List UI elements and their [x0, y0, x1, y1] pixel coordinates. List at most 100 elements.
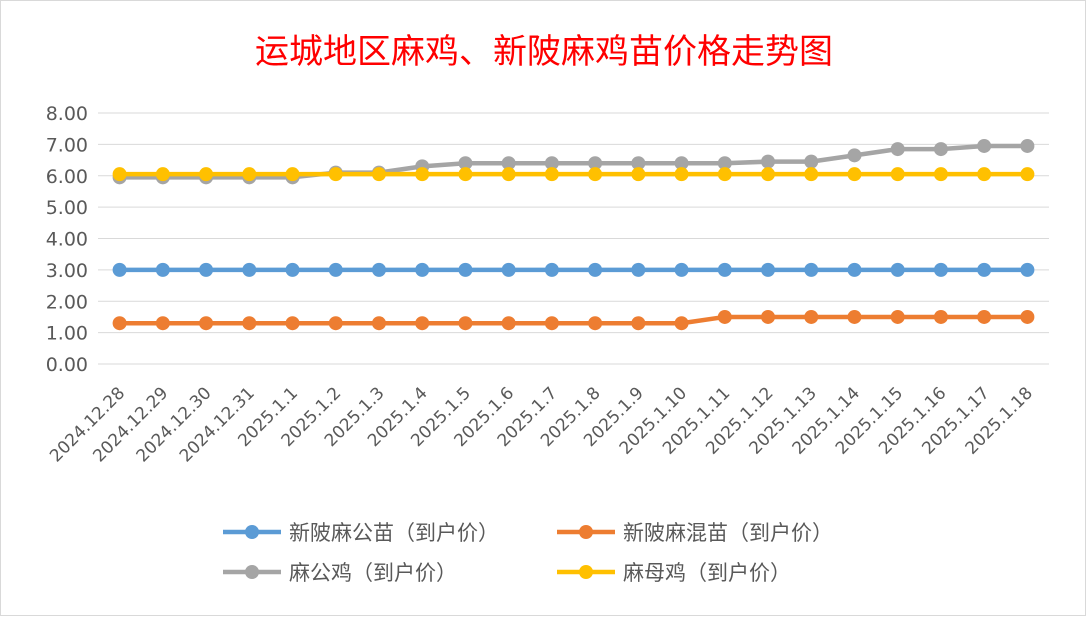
data-point [199, 167, 214, 182]
series-4 [112, 167, 1035, 182]
data-point [588, 167, 603, 182]
legend-marker [245, 525, 259, 539]
data-point [199, 316, 214, 331]
data-point [761, 262, 776, 277]
series-line [117, 143, 1030, 180]
data-point [285, 262, 300, 277]
y-tick-label: 4.00 [46, 229, 88, 251]
data-point [544, 156, 559, 171]
y-axis-ticks: 0.00 1.00 2.00 3.00 4.00 5.00 6.00 7.00 8.00 [46, 103, 88, 376]
data-point [717, 167, 732, 182]
data-point [155, 316, 170, 331]
y-tick-label: 7.00 [46, 134, 88, 156]
legend-label: 麻母鸡（到户价） [623, 561, 791, 585]
data-point [242, 262, 257, 277]
data-point [328, 316, 343, 331]
legend-label: 新陂麻混苗（到户价） [623, 521, 833, 545]
data-point [631, 167, 646, 182]
data-point [804, 154, 819, 169]
data-point [674, 167, 689, 182]
data-point [458, 316, 473, 331]
data-point [761, 154, 776, 169]
data-point [112, 316, 127, 331]
data-point [415, 167, 430, 182]
data-point [804, 309, 819, 324]
data-point [631, 316, 646, 331]
data-point [847, 262, 862, 277]
data-point [847, 167, 862, 182]
data-point [112, 262, 127, 277]
data-point [761, 167, 776, 182]
y-tick-label: 1.00 [46, 323, 88, 345]
y-tick-label: 6.00 [46, 166, 88, 188]
data-point [199, 262, 214, 277]
data-point [933, 167, 948, 182]
series-1 [112, 262, 1035, 277]
data-point [1020, 167, 1035, 182]
data-point [1020, 138, 1035, 153]
y-tick-label: 3.00 [46, 260, 88, 282]
data-point [544, 262, 559, 277]
data-point [501, 262, 516, 277]
data-point [890, 167, 905, 182]
data-point [804, 167, 819, 182]
series-2 [112, 309, 1035, 331]
data-point [458, 262, 473, 277]
data-point [977, 309, 992, 324]
data-point [285, 167, 300, 182]
legend-label: 麻公鸡（到户价） [289, 561, 457, 585]
data-point [155, 262, 170, 277]
data-point [847, 148, 862, 163]
data-point [458, 167, 473, 182]
y-tick-label: 8.00 [46, 103, 88, 125]
x-axis-ticks: 2024.12.282024.12.292024.12.302024.12.31… [46, 383, 1037, 466]
data-point [501, 156, 516, 171]
data-point [674, 316, 689, 331]
data-point [155, 167, 170, 182]
data-point [588, 156, 603, 171]
legend-label: 新陂麻公苗（到户价） [289, 521, 499, 545]
data-point [977, 138, 992, 153]
y-tick-label: 5.00 [46, 197, 88, 219]
data-point [501, 167, 516, 182]
data-point [977, 167, 992, 182]
series-group [112, 138, 1035, 331]
data-point [371, 316, 386, 331]
data-point [890, 309, 905, 324]
data-point [371, 262, 386, 277]
data-point [501, 316, 516, 331]
data-point [458, 156, 473, 171]
chart-title: 运城地区麻鸡、新陂麻鸡苗价格走势图 [255, 32, 833, 72]
legend-item: 麻母鸡（到户价） [557, 561, 791, 585]
data-point [631, 262, 646, 277]
legend-item: 新陂麻公苗（到户价） [223, 521, 499, 545]
data-point [717, 262, 732, 277]
data-point [112, 167, 127, 182]
data-point [328, 167, 343, 182]
data-point [544, 167, 559, 182]
data-point [415, 262, 430, 277]
y-tick-label: 2.00 [46, 291, 88, 313]
data-point [977, 262, 992, 277]
data-point [933, 142, 948, 157]
data-point [285, 316, 300, 331]
data-point [242, 316, 257, 331]
legend-item: 新陂麻混苗（到户价） [557, 521, 833, 545]
data-point [761, 309, 776, 324]
legend-marker [245, 565, 259, 579]
data-point [415, 316, 430, 331]
y-tick-label: 0.00 [46, 354, 88, 376]
data-point [631, 156, 646, 171]
data-point [1020, 262, 1035, 277]
data-point [544, 316, 559, 331]
data-point [847, 309, 862, 324]
data-point [328, 262, 343, 277]
data-point [674, 156, 689, 171]
data-point [717, 309, 732, 324]
legend-marker [579, 525, 593, 539]
series-line [117, 314, 1030, 326]
data-point [890, 262, 905, 277]
data-point [890, 142, 905, 157]
